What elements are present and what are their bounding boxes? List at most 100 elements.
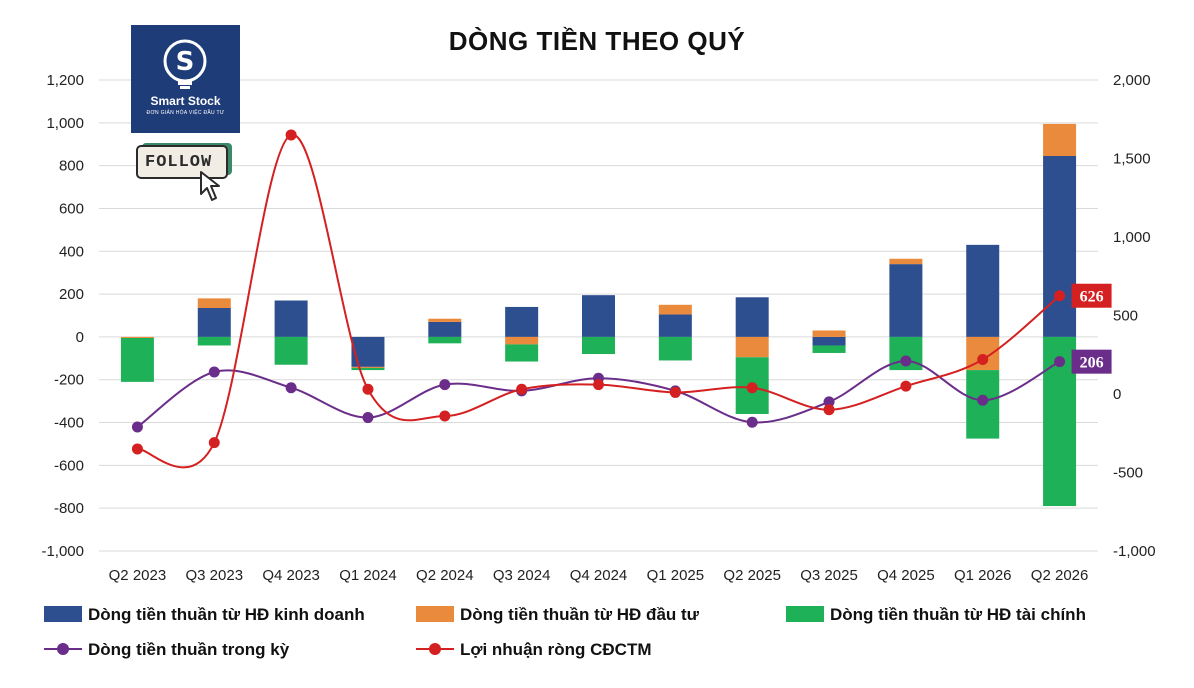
x-tick-label: Q3 2023	[185, 567, 243, 584]
bar-operating	[197, 308, 231, 337]
y-left-tick-label: 600	[59, 200, 84, 217]
point-net_profit	[1054, 290, 1066, 302]
smart-stock-logo: S Smart Stock ĐƠN GIẢN HÓA VIỆC ĐẦU TƯ	[131, 25, 240, 133]
bar-financing	[582, 336, 615, 355]
point-net_profit	[746, 382, 758, 394]
follow-label: FOLLOW	[145, 153, 213, 172]
y-right-tick-label: -1,000	[1113, 543, 1156, 560]
cursor-arrow-icon	[200, 171, 220, 201]
follow-badge-icon	[136, 143, 232, 179]
legend-item-investing: Dòng tiền thuần từ HĐ đầu tư	[416, 604, 699, 626]
bar-financing	[658, 336, 692, 361]
y-left-tick-label: 0	[76, 329, 84, 346]
annotation-label: 206	[1080, 355, 1104, 372]
legend-label-net-profit: Lợi nhuận ròng CĐCTM	[460, 640, 652, 659]
bar-investing	[428, 318, 462, 322]
bar-financing	[505, 344, 539, 362]
bar-investing	[1043, 123, 1077, 157]
point-net_cash	[131, 421, 143, 433]
x-tick-label: Q4 2024	[570, 567, 628, 584]
y-right-tick-label: 0	[1113, 386, 1121, 403]
bar-operating	[658, 314, 692, 337]
legend-item-net-profit: Lợi nhuận ròng CĐCTM	[416, 639, 652, 661]
legend-marker-net-cash	[44, 641, 82, 657]
y-right-tick-label: -500	[1113, 465, 1143, 482]
bar-investing	[735, 336, 769, 358]
bar-investing	[812, 330, 846, 337]
y-left-tick-label: 800	[59, 158, 84, 175]
point-net_profit	[439, 410, 451, 422]
y-left-tick-label: 200	[59, 286, 84, 303]
y-left-tick-label: -200	[54, 372, 84, 389]
point-net_cash	[1054, 356, 1066, 368]
point-net_cash	[362, 412, 374, 424]
x-tick-label: Q1 2026	[954, 567, 1012, 584]
point-net_profit	[208, 437, 220, 449]
bar-operating	[582, 295, 615, 337]
lightbulb-icon: S	[163, 39, 207, 89]
bar-operating	[812, 336, 846, 346]
annotation-box	[1071, 349, 1112, 374]
legend-swatch-financing	[786, 606, 824, 622]
legend-item-operating: Dòng tiền thuần từ HĐ kinh doanh	[44, 604, 365, 626]
bar-financing	[428, 336, 462, 344]
y-left-tick-label: 1,000	[46, 115, 84, 132]
line-net_cash	[136, 360, 1061, 428]
y-right-tick-label: 500	[1113, 308, 1138, 325]
point-net_profit	[593, 379, 604, 391]
legend-label-financing: Dòng tiền thuần từ HĐ tài chính	[830, 605, 1086, 624]
bar-financing	[120, 337, 154, 382]
point-net_cash	[208, 366, 220, 378]
x-tick-label: Q4 2025	[877, 567, 935, 584]
point-net_profit	[131, 443, 143, 455]
x-tick-label: Q2 2024	[416, 567, 474, 584]
chart-legend: Dòng tiền thuần từ HĐ kinh doanh Dòng ti…	[44, 604, 1164, 674]
chart-title: DÒNG TIỀN THEO QUÝ	[448, 26, 746, 56]
bar-operating	[274, 300, 308, 337]
y-left-tick-label: -400	[54, 415, 84, 432]
bar-operating	[351, 336, 385, 367]
x-tick-label: Q3 2025	[800, 567, 858, 584]
point-net_cash	[285, 382, 297, 394]
bar-investing	[889, 258, 923, 265]
legend-item-financing: Dòng tiền thuần từ HĐ tài chính	[786, 604, 1086, 626]
x-tick-label: Q2 2025	[723, 567, 781, 584]
bar-financing	[351, 367, 385, 371]
x-tick-label: Q1 2024	[339, 567, 397, 584]
bar-operating	[735, 297, 769, 337]
point-net_cash	[977, 394, 989, 406]
y-right-tick-label: 2,000	[1113, 72, 1151, 89]
bar-investing	[197, 298, 231, 309]
x-tick-label: Q4 2023	[262, 567, 320, 584]
bar-operating	[966, 244, 1000, 337]
y-right-tick-label: 1,000	[1113, 229, 1151, 246]
point-net_profit	[362, 383, 374, 395]
point-net_profit	[285, 129, 297, 141]
x-tick-label: Q3 2024	[493, 567, 551, 584]
follow-button[interactable]: FOLLOW	[136, 143, 232, 201]
point-net_cash	[823, 396, 835, 408]
x-tick-label: Q2 2023	[109, 567, 167, 584]
y-left-tick-label: 400	[59, 243, 84, 260]
legend-marker-net-profit	[416, 641, 454, 657]
y-left-tick-label: -800	[54, 500, 84, 517]
bar-operating	[505, 306, 539, 337]
bar-investing	[351, 366, 385, 368]
bar-financing	[812, 345, 846, 353]
logo-letter: S	[176, 47, 195, 77]
logo-name: Smart Stock	[150, 94, 221, 108]
legend-swatch-investing	[416, 606, 454, 622]
y-left-tick-label: -1,000	[41, 543, 84, 560]
y-right-tick-label: 1,500	[1113, 151, 1151, 168]
legend-label-operating: Dòng tiền thuần từ HĐ kinh doanh	[88, 605, 365, 624]
x-tick-label: Q2 2026	[1031, 567, 1089, 584]
point-net_profit	[823, 404, 835, 416]
annotation-label: 626	[1080, 289, 1104, 306]
point-net_cash	[746, 416, 758, 428]
logo-tagline: ĐƠN GIẢN HÓA VIỆC ĐẦU TƯ	[146, 110, 225, 116]
point-net_cash	[439, 379, 451, 391]
bar-investing	[505, 336, 539, 345]
bar-investing	[120, 336, 154, 338]
point-net_profit	[516, 383, 528, 395]
